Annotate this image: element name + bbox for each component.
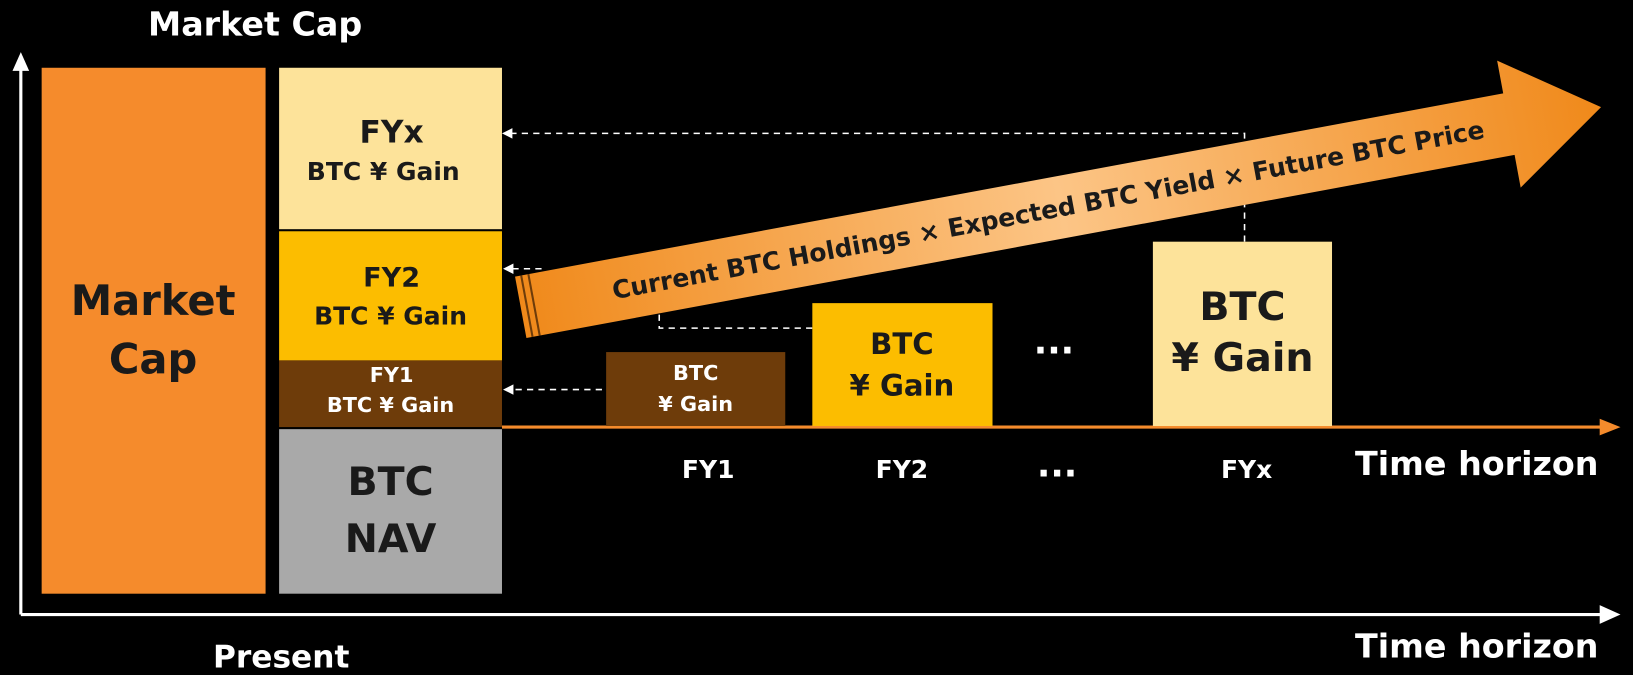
block-text: BTC ¥ Gain [327, 393, 454, 417]
block-text: FY1 [370, 363, 414, 387]
x-axis-label: Time horizon [1355, 626, 1598, 665]
future-block [606, 352, 786, 427]
stack-block [279, 429, 502, 594]
timeline-label: Time horizon [1355, 444, 1598, 483]
block-text: Market [71, 276, 236, 325]
axes [12, 52, 1621, 624]
stack-block [279, 67, 502, 230]
connectors [501, 128, 1246, 395]
block-text: FY2 [363, 263, 420, 294]
block-text: Cap [109, 334, 197, 383]
ellipsis: ... [1034, 322, 1074, 363]
block-text: ¥ Gain [850, 368, 955, 402]
block-text: BTC [1199, 284, 1285, 330]
period-label: ... [1037, 445, 1077, 486]
block-text: BTC ¥ Gain [307, 157, 460, 186]
block-text: NAV [345, 516, 437, 562]
block-text: ¥ Gain [1171, 335, 1313, 381]
y-axis-label: Market Cap [148, 5, 362, 44]
formula: Current BTC Holdings × Expected BTC Yiel… [610, 115, 1487, 305]
block-text: BTC [673, 361, 718, 385]
stack-block [279, 360, 502, 428]
market-cap-block [41, 67, 266, 594]
block-text: FYx [360, 114, 424, 150]
block-text: BTC [870, 327, 934, 361]
future-block [1152, 241, 1333, 427]
future-block [812, 303, 993, 427]
present-label: Present [213, 639, 349, 675]
period-label: FYx [1221, 455, 1272, 484]
period-label: FY1 [682, 455, 735, 484]
period-label: FY2 [876, 455, 929, 484]
block-text: BTC ¥ Gain [314, 302, 467, 331]
timeline-arrowhead [1599, 418, 1621, 436]
block-text: ¥ Gain [658, 392, 733, 416]
block-text: BTC [347, 459, 433, 505]
stack-block [279, 231, 502, 361]
